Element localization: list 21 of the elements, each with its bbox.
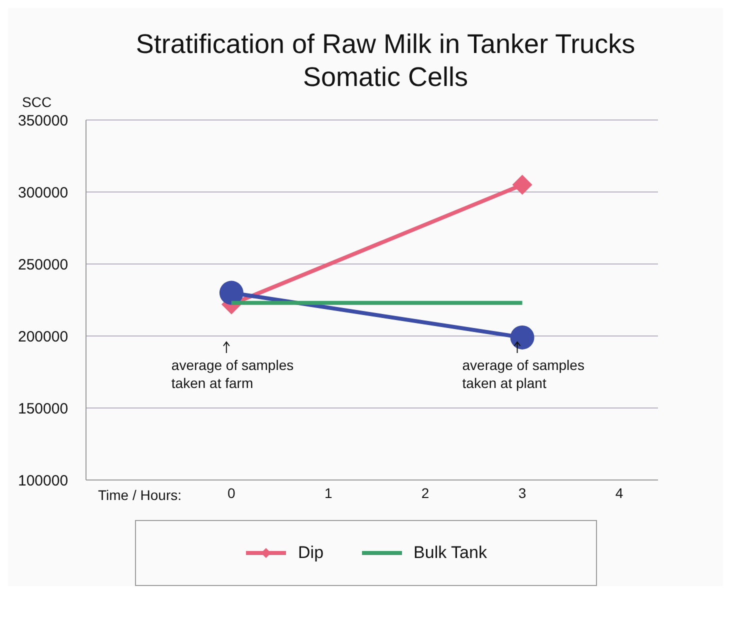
chart-title: Stratification of Raw Milk in Tanker Trucks Somatic Cells <box>134 28 636 94</box>
legend-label: Dip <box>298 543 324 563</box>
x-tick-label: 2 <box>421 484 430 501</box>
annotation: average of samples taken at farm <box>171 357 294 391</box>
y-axis-title: SCC <box>22 94 53 110</box>
x-tick-label: 3 <box>518 484 526 501</box>
point <box>512 174 532 195</box>
x-tick-label: 1 <box>324 484 332 501</box>
x-tick-label: 4 <box>615 484 624 501</box>
point <box>219 280 244 305</box>
annotation: average of samples taken at plant <box>462 357 584 391</box>
y-tick-label: 200000 <box>18 328 68 346</box>
legend-label: Bulk Tank <box>414 543 487 563</box>
point <box>510 325 534 350</box>
x-axis-title: Time / Hours: <box>98 487 182 503</box>
y-tick-label: 300000 <box>18 184 68 202</box>
y-tick-label: 100000 <box>18 472 68 490</box>
y-tick-label: 150000 <box>18 400 68 418</box>
x-tick-label: 0 <box>228 484 236 501</box>
y-tick-label: 350000 <box>18 112 68 130</box>
y-tick-label: 250000 <box>18 256 68 274</box>
